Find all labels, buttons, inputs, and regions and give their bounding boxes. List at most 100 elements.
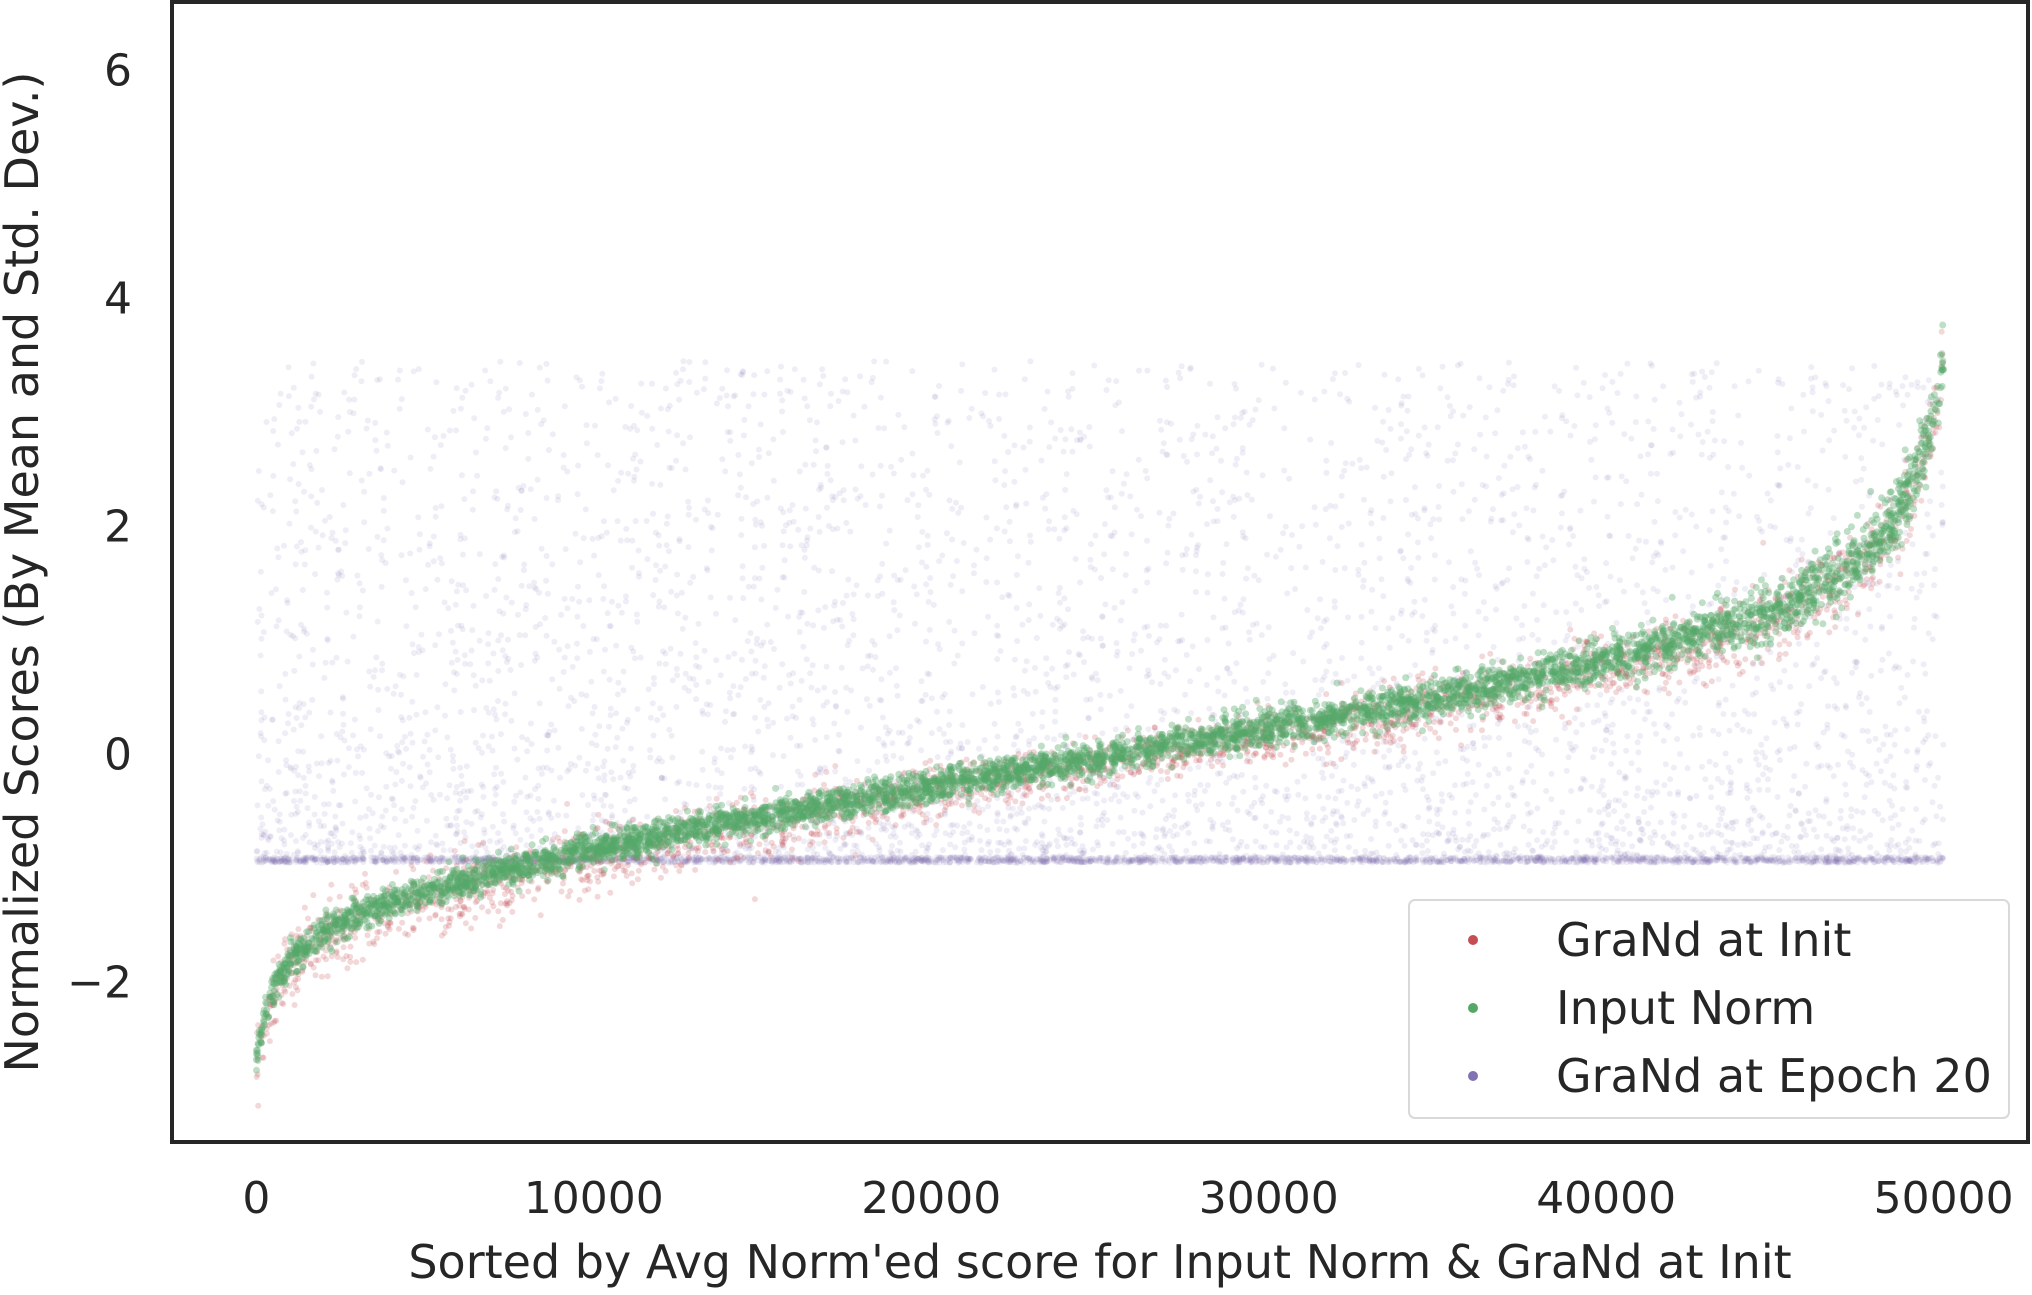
grand-epoch20-point bbox=[1771, 524, 1778, 531]
grand-epoch20-point bbox=[1214, 414, 1221, 421]
grand-epoch20-point bbox=[1442, 758, 1449, 765]
grand-epoch20-point bbox=[1672, 532, 1679, 539]
grand-epoch20-point bbox=[638, 380, 645, 387]
grand-epoch20-point bbox=[1548, 770, 1555, 777]
grand-epoch20-point bbox=[352, 859, 358, 866]
grand-epoch20-point bbox=[995, 839, 1002, 846]
grand-epoch20-point bbox=[924, 467, 931, 474]
grand-epoch20-point bbox=[1494, 407, 1501, 414]
grand-epoch20-point bbox=[1863, 695, 1870, 702]
grand-epoch20-point bbox=[1759, 829, 1766, 836]
grand-epoch20-point bbox=[961, 846, 968, 853]
grand-epoch20-point bbox=[1369, 670, 1376, 677]
grand-epoch20-point bbox=[1835, 761, 1841, 768]
grand-epoch20-point bbox=[1372, 793, 1379, 800]
grand-epoch20-point bbox=[693, 782, 700, 788]
grand-epoch20-point bbox=[324, 855, 331, 862]
grand-epoch20-point bbox=[991, 366, 998, 373]
grand-epoch20-point bbox=[1626, 830, 1633, 837]
grand-epoch20-point bbox=[747, 630, 754, 636]
grand-epoch20-point bbox=[1910, 658, 1917, 665]
grand-epoch20-point bbox=[1618, 473, 1625, 480]
grand-epoch20-point bbox=[702, 359, 709, 366]
grand-epoch20-point bbox=[495, 637, 502, 644]
grand-epoch20-point bbox=[739, 563, 746, 570]
grand-epoch20-point bbox=[595, 775, 602, 782]
grand-epoch20-point bbox=[1549, 537, 1556, 543]
grand-epoch20-point bbox=[1938, 502, 1945, 508]
grand-epoch20-point bbox=[1867, 844, 1874, 851]
grand-epoch20-point bbox=[502, 700, 509, 707]
grand-epoch20-point bbox=[1402, 859, 1409, 866]
grand-epoch20-point bbox=[1583, 569, 1590, 575]
grand-epoch20-point bbox=[1432, 622, 1438, 629]
grand-epoch20-point bbox=[1225, 640, 1232, 647]
grand-epoch20-point bbox=[1046, 444, 1053, 451]
grand-epoch20-point bbox=[572, 530, 579, 537]
grand-epoch20-point bbox=[635, 547, 642, 554]
grand-epoch20-point bbox=[363, 785, 370, 792]
grand-epoch20-point bbox=[501, 818, 508, 825]
grand-epoch20-point bbox=[1729, 840, 1736, 846]
grand-epoch20-point bbox=[1323, 616, 1330, 623]
grand-epoch20-point bbox=[524, 748, 531, 755]
grand-epoch20-point bbox=[923, 486, 929, 493]
grand-epoch20-point bbox=[970, 570, 977, 577]
grand-epoch20-point bbox=[801, 588, 808, 595]
grand-epoch20-point bbox=[1577, 786, 1584, 793]
grand-epoch20-point bbox=[399, 739, 406, 746]
grand-epoch20-point bbox=[663, 520, 670, 527]
grand-epoch20-point bbox=[724, 429, 731, 436]
grand-epoch20-point bbox=[1603, 560, 1610, 567]
grand-epoch20-point bbox=[1122, 572, 1129, 579]
grand-epoch20-point bbox=[281, 826, 288, 833]
grand-epoch20-point bbox=[918, 747, 925, 754]
grand-epoch20-point bbox=[1931, 582, 1938, 589]
grand-epoch20-point bbox=[518, 662, 525, 668]
grand-epoch20-point bbox=[1539, 467, 1546, 474]
grand-epoch20-point bbox=[864, 653, 871, 660]
grand-epoch20-point bbox=[1046, 518, 1053, 525]
grand-epoch20-point bbox=[1312, 677, 1319, 683]
grand-epoch20-point bbox=[1519, 779, 1526, 786]
grand-epoch20-point bbox=[495, 576, 502, 583]
grand-epoch20-point bbox=[296, 788, 303, 795]
grand-epoch20-point bbox=[765, 723, 772, 730]
grand-epoch20-point bbox=[1634, 501, 1641, 508]
grand-epoch20-point bbox=[899, 729, 906, 736]
grand-epoch20-point bbox=[595, 572, 602, 579]
grand-epoch20-point bbox=[538, 545, 545, 552]
grand-epoch20-point bbox=[1072, 556, 1079, 562]
grand-epoch20-point bbox=[1187, 678, 1194, 685]
grand-epoch20-point bbox=[1551, 639, 1558, 646]
grand-epoch20-point bbox=[342, 540, 349, 547]
grand-epoch20-point bbox=[1699, 368, 1706, 375]
grand-epoch20-point bbox=[1272, 856, 1279, 863]
grand-epoch20-point bbox=[1911, 615, 1918, 622]
grand-epoch20-point bbox=[1183, 847, 1190, 854]
grand-epoch20-point bbox=[1240, 596, 1247, 603]
grand-epoch20-point bbox=[1825, 398, 1832, 405]
grand-epoch20-point bbox=[1645, 820, 1652, 827]
grand-epoch20-point bbox=[1252, 784, 1259, 791]
grand-epoch20-point bbox=[1745, 821, 1752, 828]
grand-epoch20-point bbox=[615, 679, 622, 686]
grand-epoch20-point bbox=[304, 805, 311, 812]
grand-epoch20-point bbox=[1450, 584, 1457, 591]
grand-epoch20-point bbox=[258, 733, 265, 740]
grand-epoch20-point bbox=[662, 661, 669, 667]
grand-epoch20-point bbox=[452, 648, 459, 655]
grand-epoch20-point bbox=[804, 403, 811, 410]
grand-epoch20-point bbox=[1041, 406, 1048, 412]
grand-epoch20-point bbox=[517, 789, 524, 796]
grand-epoch20-point bbox=[1887, 782, 1894, 789]
grand-epoch20-point bbox=[393, 769, 400, 775]
grand-epoch20-point bbox=[1933, 613, 1940, 620]
grand-epoch20-point bbox=[1464, 743, 1471, 750]
grand-epoch20-point bbox=[1709, 418, 1716, 425]
grand-epoch20-point bbox=[1249, 417, 1256, 423]
grand-epoch20-point bbox=[997, 648, 1004, 654]
grand-epoch20-point bbox=[1681, 812, 1688, 819]
grand-epoch20-point bbox=[361, 519, 368, 526]
grand-epoch20-point bbox=[1309, 629, 1316, 636]
